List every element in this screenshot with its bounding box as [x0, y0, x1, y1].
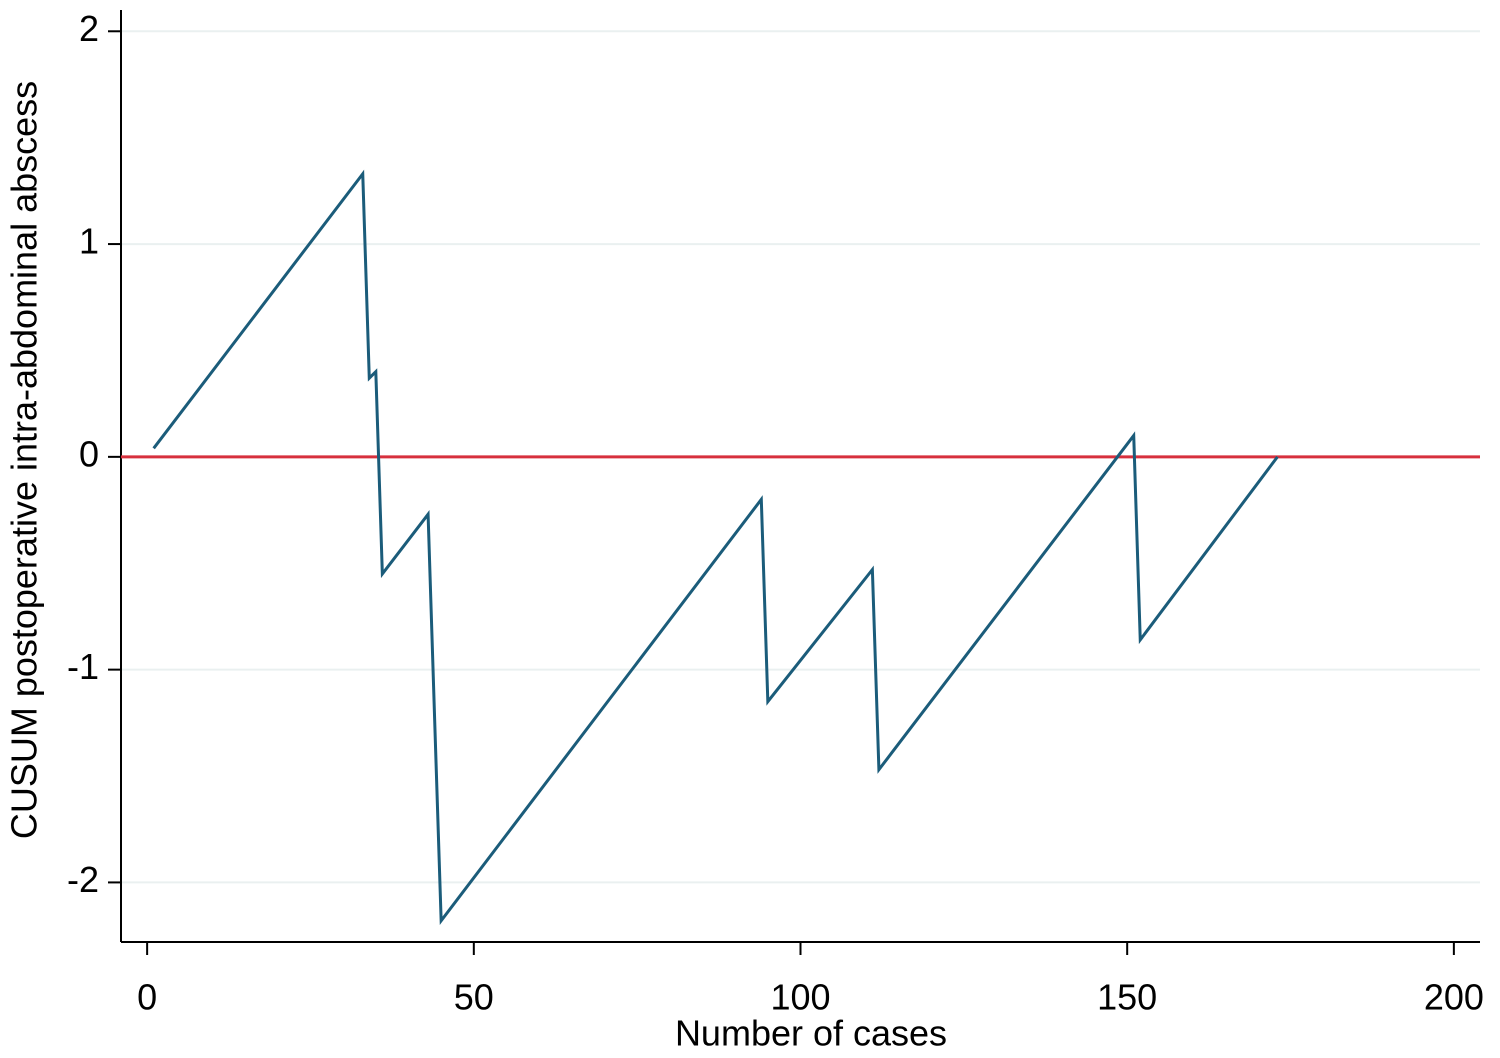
y-tick-label: 2 — [79, 8, 99, 49]
x-tick-label: 0 — [137, 977, 157, 1018]
x-tick-label: 200 — [1424, 977, 1484, 1018]
y-axis-label: CUSUM postoperative intra-abdominal absc… — [4, 81, 45, 839]
x-tick-label: 100 — [770, 977, 830, 1018]
x-tick-label: 50 — [454, 977, 494, 1018]
cusum-line — [152, 169, 1279, 925]
x-tick-label: 150 — [1097, 977, 1157, 1018]
y-tick-label: 0 — [79, 433, 99, 474]
y-tick-label: -1 — [67, 646, 99, 687]
x-axis-label: Number of cases — [675, 1013, 947, 1054]
y-tick-label: -2 — [67, 859, 99, 900]
y-tick-label: 1 — [79, 221, 99, 262]
